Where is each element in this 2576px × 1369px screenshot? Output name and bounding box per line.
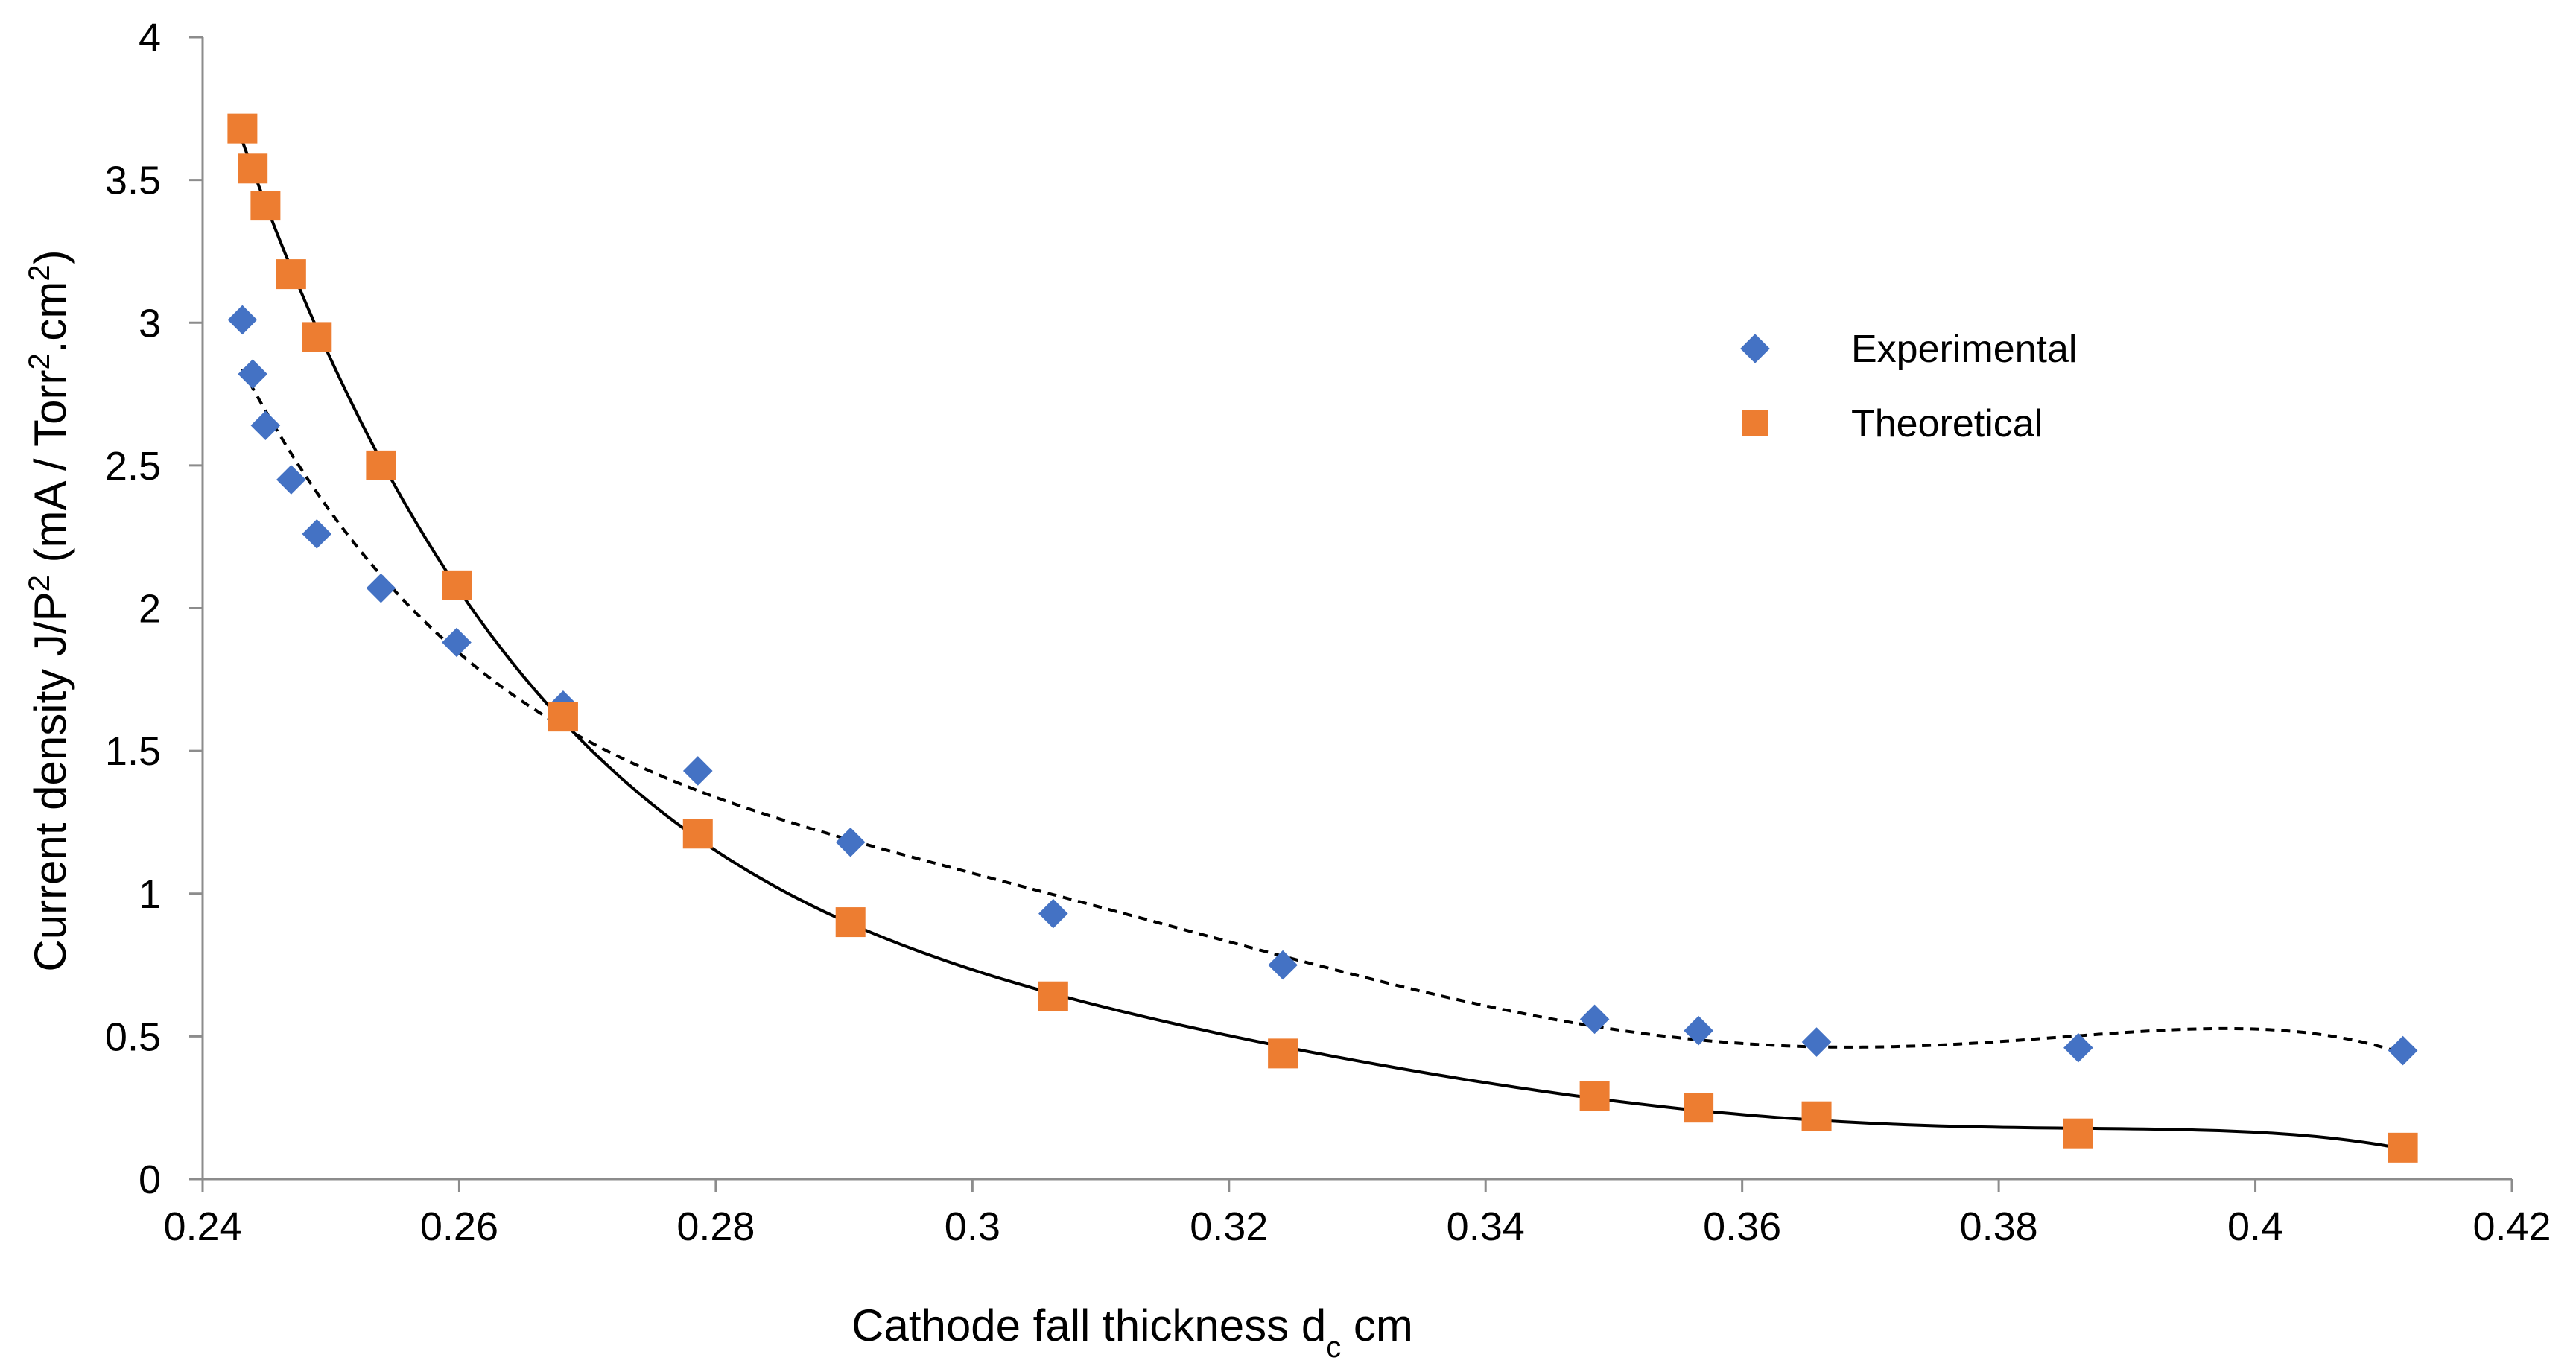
x-axis-title: Cathode fall thickness dc cm [851, 1300, 1413, 1364]
y-tick-label: 4 [139, 16, 161, 60]
point-experimental [366, 573, 396, 603]
point-experimental [1268, 950, 1298, 980]
y-tick-label: 0 [139, 1157, 161, 1202]
legend-item-experimental: Experimental [1740, 328, 2077, 371]
point-experimental [442, 627, 472, 658]
axes-layer [189, 36, 2513, 1192]
point-theoretical [302, 322, 332, 352]
y-axis-title-sup-2: 2 [23, 353, 56, 369]
x-tick-label: 0.3 [945, 1204, 1000, 1249]
y-axis-title-sup-1: 2 [23, 575, 56, 591]
trendline-experimental [241, 368, 2404, 1055]
y-axis-title-sup-3: 2 [23, 264, 56, 281]
point-theoretical [2063, 1118, 2093, 1149]
x-tick-label: 0.42 [2472, 1204, 2551, 1249]
data-markers [227, 113, 2418, 1163]
x-tick-label: 0.24 [163, 1204, 241, 1249]
x-tick-label: 0.26 [420, 1204, 498, 1249]
legend-marker-experimental [1740, 334, 1770, 363]
y-tick-label: 3.5 [105, 159, 161, 203]
point-theoretical [1038, 981, 1068, 1011]
point-experimental [250, 410, 281, 441]
point-theoretical [442, 570, 472, 600]
point-theoretical [227, 113, 258, 144]
x-tick-label: 0.4 [2227, 1204, 2283, 1249]
y-tick-label: 0.5 [105, 1014, 161, 1059]
point-experimental [1038, 898, 1068, 929]
legend-marker-theoretical [1742, 410, 1768, 436]
point-experimental [302, 519, 332, 549]
point-theoretical [276, 259, 306, 290]
x-tick-label: 0.32 [1190, 1204, 1268, 1249]
point-theoretical [1801, 1101, 1832, 1131]
point-theoretical [366, 450, 396, 480]
tick-labels: 0.24 0.26 0.28 0.3 0.32 0.34 0.36 0.38 0.4 0.42 0 0… [105, 16, 2551, 1249]
x-tick-label: 0.28 [676, 1204, 755, 1249]
y-axis-title-mid: (mA / Torr [25, 370, 75, 576]
y-tick-label: 2 [139, 587, 161, 632]
point-theoretical [1268, 1038, 1298, 1069]
point-theoretical [1579, 1081, 1610, 1111]
point-experimental [1801, 1027, 1832, 1057]
point-experimental [1684, 1015, 1713, 1046]
y-axis-title: Current density J/P2 (mA / Torr2.cm2) [23, 250, 75, 971]
point-experimental [227, 305, 258, 335]
point-theoretical [548, 702, 578, 732]
point-experimental [682, 756, 713, 786]
point-experimental [835, 827, 866, 857]
x-axis-title-sub: c [1326, 1331, 1341, 1364]
trendline-theoretical [241, 141, 2403, 1151]
point-experimental [238, 359, 267, 390]
point-theoretical [250, 191, 281, 221]
trendlines [241, 141, 2404, 1151]
point-experimental [276, 465, 306, 495]
y-tick-label: 1 [139, 872, 161, 917]
point-experimental [2063, 1032, 2093, 1063]
y-axis-title-end: ) [25, 250, 75, 264]
y-tick-label: 2.5 [105, 444, 161, 489]
legend: Experimental Theoretical [1740, 328, 2077, 445]
point-experimental [1579, 1004, 1610, 1035]
point-theoretical [835, 907, 866, 938]
legend-label-theoretical: Theoretical [1851, 402, 2043, 445]
x-tick-label: 0.38 [1960, 1204, 2038, 1249]
x-tick-label: 0.34 [1447, 1204, 1525, 1249]
legend-label-experimental: Experimental [1851, 328, 2077, 371]
y-axis-title-prefix: Current density J/P [25, 591, 75, 971]
x-tick-label: 0.36 [1703, 1204, 1781, 1249]
x-axis-title-main: Cathode fall thickness d [851, 1300, 1326, 1350]
point-theoretical [682, 819, 713, 849]
point-experimental [2388, 1035, 2418, 1066]
y-tick-label: 1.5 [105, 729, 161, 774]
x-axis-title-unit: cm [1341, 1300, 1413, 1350]
point-theoretical [1684, 1093, 1714, 1123]
y-axis-title-mid2: .cm [25, 282, 75, 354]
y-tick-label: 3 [139, 301, 161, 346]
point-theoretical [2388, 1132, 2418, 1163]
legend-item-theoretical: Theoretical [1742, 402, 2043, 445]
point-theoretical [238, 153, 268, 184]
